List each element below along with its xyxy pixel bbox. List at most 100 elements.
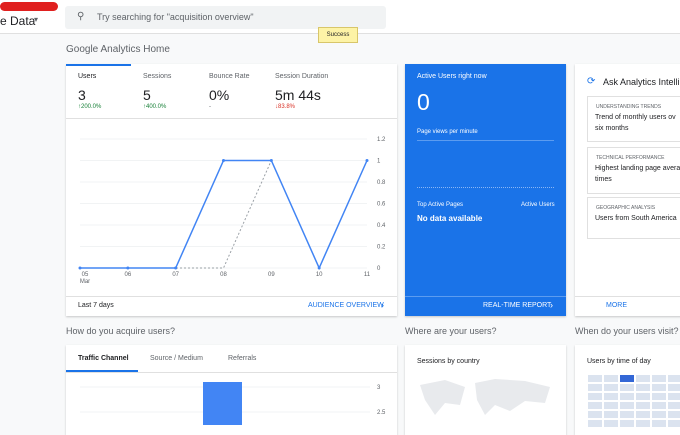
metric-label[interactable]: Users [78, 73, 97, 80]
tab[interactable]: Referrals [228, 355, 257, 362]
map-land [420, 379, 550, 415]
table-column: Active Users [521, 202, 555, 208]
search-box[interactable] [65, 6, 386, 29]
overview-card [66, 64, 397, 316]
y-tick-label: 0 [377, 266, 381, 272]
heat-cell [636, 402, 650, 409]
heat-cell [636, 384, 650, 391]
metric-value: 5 [143, 87, 151, 103]
section-heading: How do you acquire users? [66, 326, 176, 336]
heat-cell [604, 375, 618, 382]
toast: Success [318, 27, 358, 43]
heat-cell [588, 402, 602, 409]
metric-change: ↑400.0% [143, 104, 167, 110]
y-tick-label: 0.2 [377, 245, 386, 251]
intelligence-title: Ask Analytics Intelli [603, 77, 680, 87]
more-link[interactable]: MORE [606, 302, 627, 309]
metric-value: 0% [209, 87, 230, 103]
heat-cell [668, 420, 680, 427]
metric-label[interactable]: Sessions [143, 73, 172, 80]
date-range[interactable]: Last 7 days [78, 302, 114, 309]
heat-cell [668, 393, 680, 400]
empty-text: No data available [417, 214, 483, 223]
insight-card[interactable] [587, 197, 680, 239]
tab[interactable]: Traffic Channel [78, 355, 129, 362]
card-title: Users by time of day [587, 358, 651, 365]
x-tick-label: 06 [124, 272, 131, 278]
audience-link[interactable]: AUDIENCE OVERVIEW [308, 302, 384, 309]
line-series [80, 160, 272, 269]
overview-chart: 0 0.2 0.4 0.6 0.8 1 1.2 05 06 07 08 09 10 11 Mar 2.5 3 [78, 137, 386, 425]
x-tick-label: 10 [316, 272, 323, 278]
search-placeholder: Try searching for "acquisition overview" [97, 12, 254, 22]
x-tick-label: 05 [82, 272, 89, 278]
insight-text: Trend of monthly users ov [595, 114, 676, 121]
heat-cell [652, 420, 666, 427]
world-map [420, 379, 550, 415]
point [126, 266, 130, 270]
metric-label[interactable]: Session Duration [275, 73, 329, 80]
realtime-value: 0 [417, 89, 430, 115]
y-tick-label: 3 [377, 385, 381, 391]
heat-cell [604, 384, 618, 391]
heat-cell [588, 420, 602, 427]
heat-cell [588, 375, 602, 382]
heat-cell [668, 411, 680, 418]
insight-card[interactable] [587, 96, 680, 142]
metric-change: ↓83.8% [275, 104, 296, 110]
chevron[interactable]: › [381, 300, 384, 310]
heat-cell [652, 411, 666, 418]
divider [66, 296, 397, 297]
heat-cell [636, 420, 650, 427]
insight-tag: UNDERSTANDING TRENDS [596, 104, 662, 110]
heat-cell [652, 393, 666, 400]
heat-cell [652, 375, 666, 382]
heat-cell [636, 375, 650, 382]
divider [66, 372, 397, 373]
active-tab [66, 370, 138, 372]
divider [405, 296, 566, 297]
x-tick-label: 09 [268, 272, 275, 278]
property-name[interactable]: e Data [0, 14, 36, 28]
line-series [80, 159, 368, 270]
heat-cell [636, 393, 650, 400]
y-tick-label: 2.5 [377, 410, 386, 416]
heat-cell [668, 402, 680, 409]
x-month-label: Mar [80, 279, 90, 285]
realtime-card [405, 64, 566, 316]
page-title: Google Analytics Home [66, 44, 170, 55]
insight-tag: TECHNICAL PERFORMANCE [596, 155, 665, 161]
insight-text: Highest landing page avera [595, 165, 680, 172]
insight-text: Users from South America [595, 215, 677, 222]
x-tick-label: 11 [364, 272, 371, 278]
heat-cell [604, 393, 618, 400]
rule [417, 140, 554, 141]
heat-cell [604, 402, 618, 409]
section-heading: When do your users visit? [575, 326, 679, 336]
search-icon: ⚲ [77, 11, 85, 22]
rule [417, 187, 554, 188]
dropdown-arrow[interactable]: ▾ [34, 15, 39, 24]
heat-cell [668, 375, 680, 382]
heat-cell [620, 402, 634, 409]
heat-cell [652, 384, 666, 391]
realtime-link[interactable]: REAL-TIME REPORT [483, 302, 552, 309]
active-tab [66, 64, 131, 66]
y-tick-label: 1.2 [377, 137, 386, 143]
chevron[interactable]: › [550, 300, 553, 310]
metric-change: - [209, 104, 211, 110]
metric-label[interactable]: Bounce Rate [209, 73, 250, 80]
heat-cell [668, 384, 680, 391]
insight-text: six months [595, 125, 629, 132]
metric-value: 3 [78, 87, 86, 103]
heat-cell [652, 402, 666, 409]
bar [203, 382, 242, 425]
tab[interactable]: Source / Medium [150, 355, 203, 362]
x-tick-label: 07 [172, 272, 179, 278]
heat-cell [588, 384, 602, 391]
heat-cell [620, 411, 634, 418]
y-tick-label: 0.4 [377, 223, 386, 229]
insight-card[interactable] [587, 147, 680, 194]
intelligence-icon: ⟳ [587, 76, 596, 87]
metric-value: 5m 44s [275, 87, 321, 103]
